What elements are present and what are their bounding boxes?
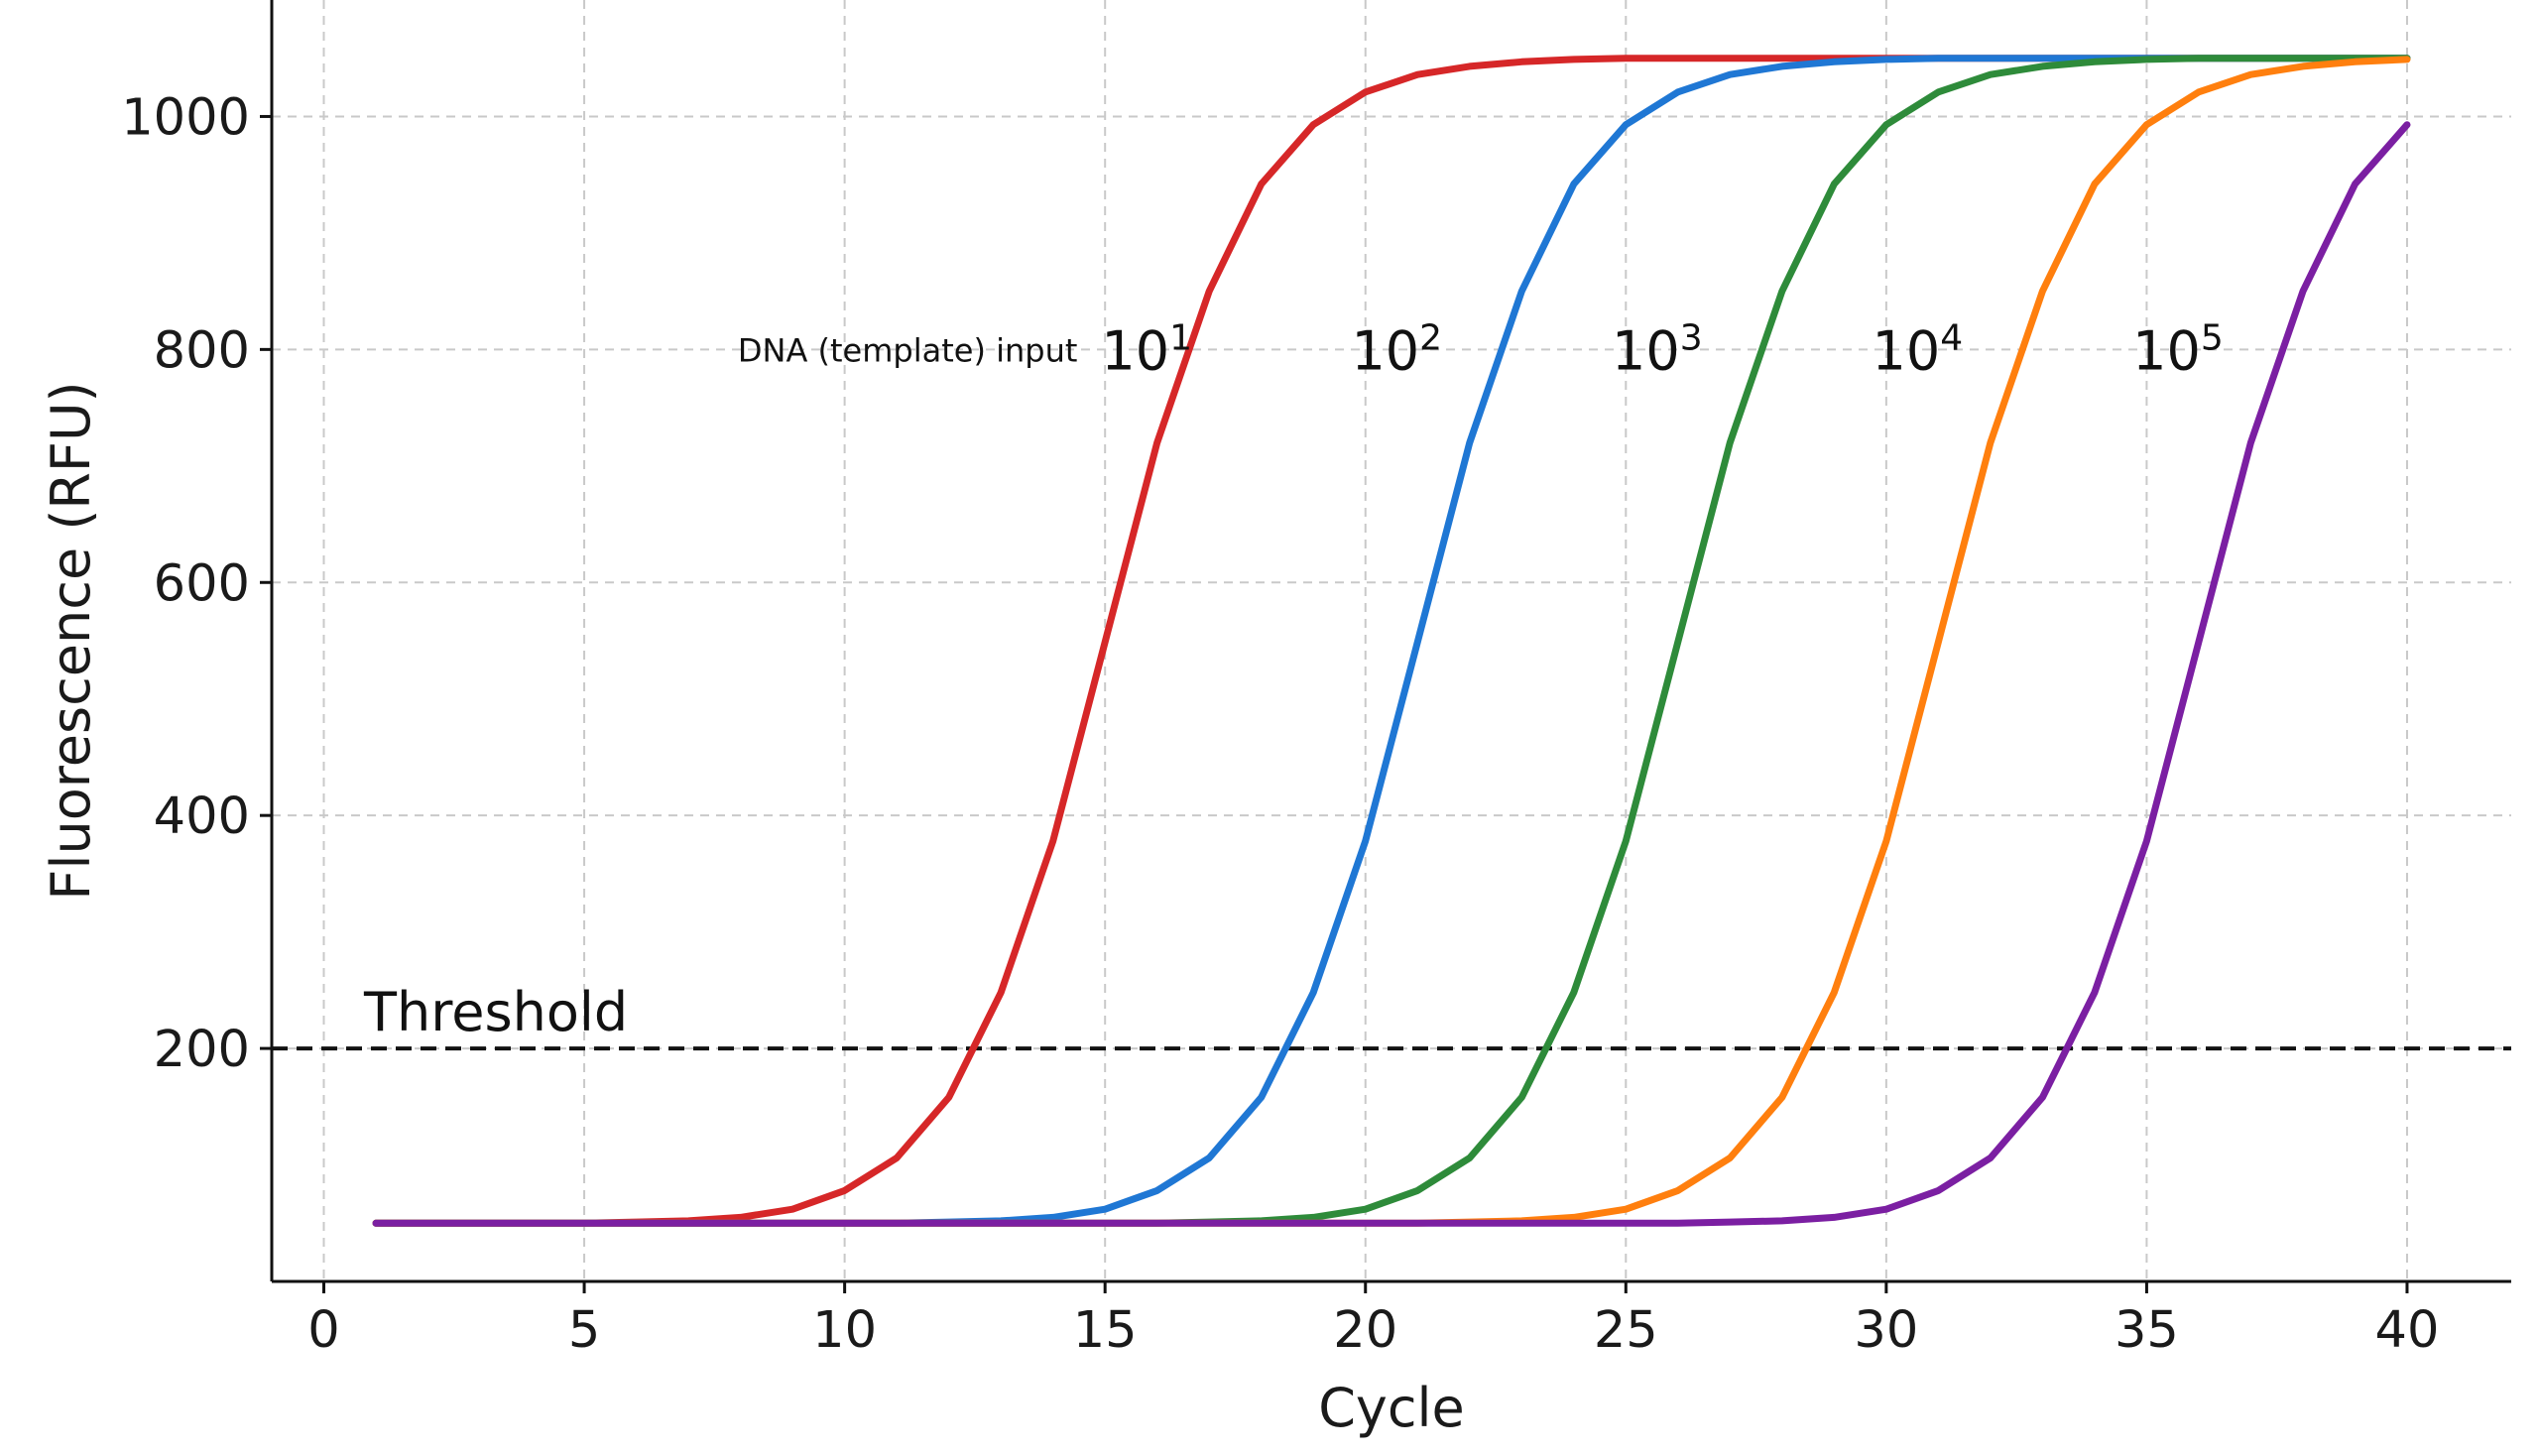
- x-tick-label: 40: [2375, 1301, 2440, 1360]
- x-tick-label: 20: [1333, 1301, 1397, 1360]
- y-axis-title: Fluorescence (RFU): [40, 381, 102, 900]
- series-label-base: 10: [1873, 319, 1941, 382]
- series-label-exponent: 4: [1940, 317, 1963, 358]
- series-label-base: 10: [2132, 319, 2201, 382]
- axes: 0 5 10 15 20 25 30 35 402004006008001000CycleFlu…: [40, 0, 2511, 1439]
- series-group: [372, 55, 2411, 1227]
- series-label-base: 10: [1612, 319, 1680, 382]
- series-label-exponent: 2: [1419, 317, 1442, 358]
- x-tick-label: 10: [812, 1301, 877, 1360]
- threshold-group: Threshold: [272, 981, 2511, 1051]
- dna-input-annotation: DNA (template) input: [738, 331, 1078, 369]
- x-axis-title: Cycle: [1318, 1377, 1465, 1439]
- series-label-1: 101: [1101, 317, 1192, 382]
- grid: [272, 0, 2511, 1281]
- series-label-2: 102: [1351, 317, 1442, 382]
- series-label-exponent: 1: [1169, 317, 1192, 358]
- series-label-3: 103: [1612, 317, 1703, 382]
- series-label-5: 105: [2132, 317, 2224, 382]
- series-label-base: 10: [1101, 319, 1169, 382]
- y-tick-label: 800: [154, 321, 250, 380]
- annotations: DNA (template) input 101 102 103 104 105: [738, 317, 2224, 382]
- series-label-4: 104: [1873, 317, 1964, 382]
- x-tick-label: 25: [1594, 1301, 1658, 1360]
- x-tick-label: 30: [1854, 1301, 1918, 1360]
- x-tick-label: 35: [2115, 1301, 2179, 1360]
- y-tick-label: 400: [154, 788, 250, 846]
- threshold-label: Threshold: [363, 981, 628, 1043]
- x-tick-label: 15: [1073, 1301, 1138, 1360]
- series-label-exponent: 5: [2201, 317, 2224, 358]
- y-tick-label: 1000: [121, 88, 250, 147]
- series-line-5: [372, 121, 2411, 1227]
- y-tick-label: 600: [154, 554, 250, 613]
- y-tick-label: 200: [154, 1021, 250, 1079]
- series-label-exponent: 3: [1680, 317, 1703, 358]
- x-tick-label: 5: [568, 1301, 600, 1360]
- series-label-base: 10: [1351, 319, 1419, 382]
- x-tick-label: 0: [307, 1301, 339, 1360]
